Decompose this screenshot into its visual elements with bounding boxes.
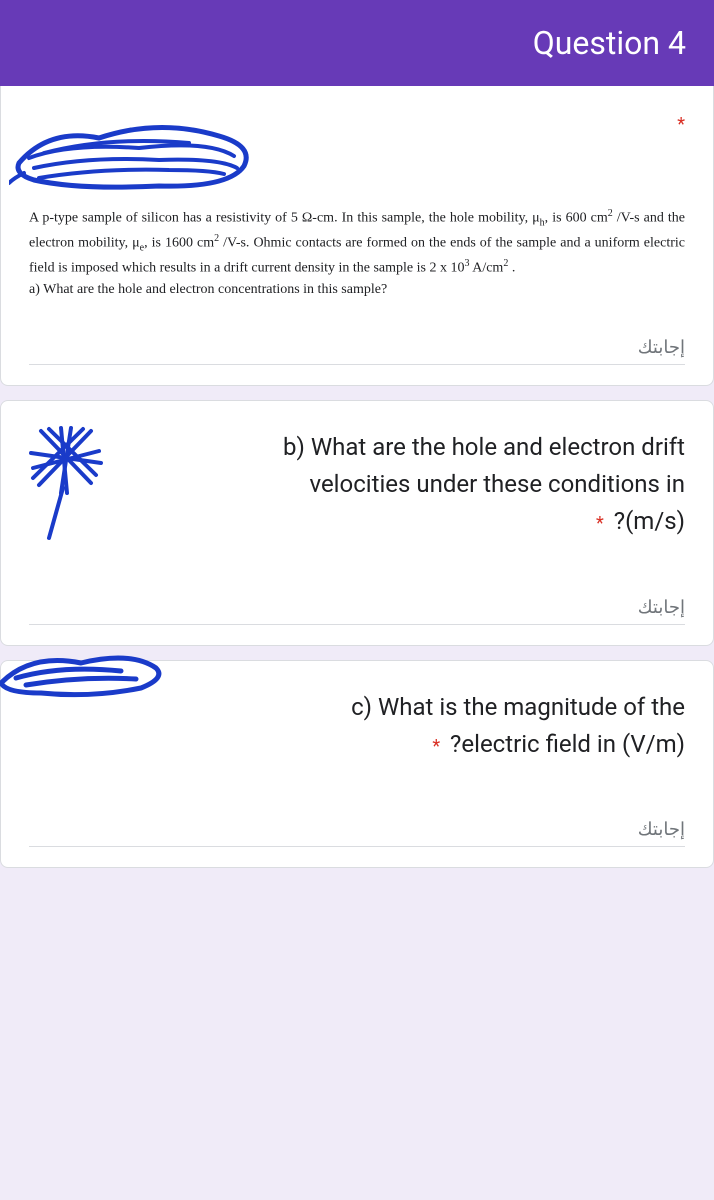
q3-line1: c) What is the magnitude of the	[29, 689, 685, 726]
q2-line3-suffix: ?(m/s)	[614, 507, 685, 535]
answer-input-3[interactable]: إجابتك	[29, 819, 685, 847]
answer-input-1[interactable]: إجابتك	[29, 337, 685, 365]
answer-input-2[interactable]: إجابتك	[29, 597, 685, 625]
q3-line2-suffix: ?electric field in (V/m)	[450, 730, 685, 758]
q1-text: A p-type sample of silicon has a resisti…	[29, 206, 685, 301]
answer-placeholder-1: إجابتك	[638, 337, 685, 357]
required-mark-2: *	[596, 513, 604, 534]
q1-part-a: a) What are the hole and electron concen…	[29, 282, 387, 297]
answer-placeholder-2: إجابتك	[638, 597, 685, 617]
scribble-annotation-1	[9, 108, 269, 208]
q1-top-row: *	[29, 114, 685, 194]
question-card-3: c) What is the magnitude of the * ?elect…	[0, 660, 714, 868]
required-mark-3: *	[432, 736, 440, 757]
form-header: Question 4	[0, 0, 714, 86]
q1-t4: , is 1600 cm	[144, 236, 214, 251]
header-title: Question 4	[533, 24, 686, 62]
q3-text: c) What is the magnitude of the * ?elect…	[29, 689, 685, 763]
q2-text: b) What are the hole and electron drift …	[29, 429, 685, 541]
q2-line1: b) What are the hole and electron drift	[29, 429, 685, 466]
q1-t2: , is 600 cm	[545, 211, 608, 226]
q2-line3: * ?(m/s)	[29, 503, 685, 540]
q1-t6: A/cm	[469, 261, 503, 276]
question-card-1: * A p-type sample of silicon has a resis…	[0, 86, 714, 386]
q2-line2: velocities under these conditions in	[29, 466, 685, 503]
q1-t1: A p-type sample of silicon has a resisti…	[29, 211, 540, 226]
q1-t7: .	[508, 261, 515, 276]
required-mark-1: *	[677, 114, 685, 194]
answer-placeholder-3: إجابتك	[638, 819, 685, 839]
q3-line2: * ?electric field in (V/m)	[29, 726, 685, 763]
question-card-2: b) What are the hole and electron drift …	[0, 400, 714, 646]
